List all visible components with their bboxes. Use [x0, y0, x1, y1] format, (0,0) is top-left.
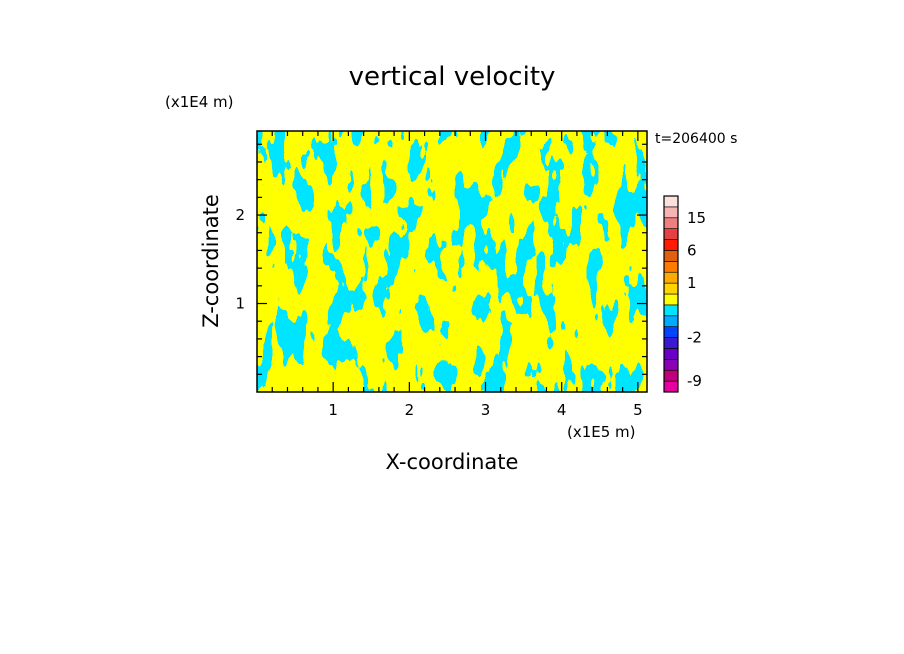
colorbar-segment	[663, 380, 679, 393]
x-tick-label: 2	[405, 401, 415, 419]
x-unit-label: (x1E5 m)	[567, 423, 636, 441]
colorbar-segment	[663, 195, 679, 208]
y-axis: 12	[235, 143, 647, 375]
plot-area	[257, 131, 647, 392]
colorbar-segment	[663, 293, 679, 306]
colorbar-segment	[663, 206, 679, 219]
colorbar-segment	[663, 217, 679, 229]
y-axis-title: Z-coordinate	[199, 194, 223, 328]
colorbar-segment	[663, 337, 679, 349]
colorbar-segment	[663, 315, 679, 327]
x-axis-title: X-coordinate	[386, 450, 519, 474]
colorbar-segment	[663, 261, 679, 273]
colorbar-tick-label: 1	[687, 274, 697, 292]
colorbar-segment	[663, 271, 679, 284]
colorbar-segment	[663, 304, 679, 317]
chart-title: vertical velocity	[349, 62, 556, 92]
time-label: t=206400 s	[655, 131, 737, 147]
y-unit-label: (x1E4 m)	[165, 93, 234, 111]
x-tick-label: 1	[328, 401, 338, 419]
x-tick-label: 5	[633, 401, 643, 419]
colorbar-tick-label: 6	[687, 241, 697, 259]
y-tick-label: 1	[235, 295, 245, 313]
colorbar-tick-label: 15	[687, 209, 706, 227]
plot-frame	[256, 130, 648, 393]
colorbar-tick-label: -2	[687, 329, 702, 347]
colorbar-segment	[663, 239, 679, 251]
colorbar: 15 6 1 -2 -9	[663, 195, 706, 393]
colorbar-tick-label: -9	[687, 372, 702, 390]
y-tick-label: 2	[235, 206, 245, 224]
colorbar-segment	[663, 359, 679, 371]
colorbar-segment	[663, 250, 679, 262]
colorbar-segment	[663, 348, 679, 360]
x-tick-label: 4	[557, 401, 567, 419]
colorbar-segment	[663, 326, 679, 338]
colorbar-segment	[663, 369, 679, 382]
colorbar-segment	[663, 228, 679, 240]
x-axis: 1 2 3 4 5	[271, 131, 643, 419]
colorbar-segment	[663, 282, 679, 295]
colorbar-frame	[663, 195, 679, 393]
x-tick-label: 3	[481, 401, 491, 419]
field-negative-region	[257, 131, 647, 392]
